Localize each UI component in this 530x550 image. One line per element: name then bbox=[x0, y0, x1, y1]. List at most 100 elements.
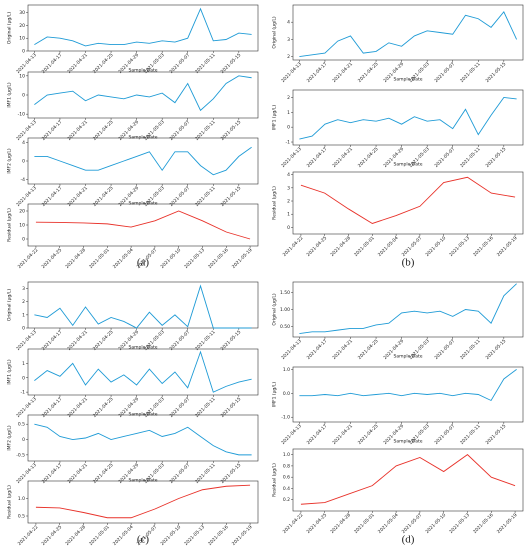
y-tick-label: -0.5 bbox=[16, 452, 25, 458]
x-tick-label: 2021-05-10 bbox=[159, 524, 182, 547]
x-tick-label: 2021-05-10 bbox=[424, 235, 447, 258]
x-tick-label: 2021-05-10 bbox=[159, 247, 182, 270]
plot-frame bbox=[27, 203, 259, 247]
y-tick-label: 10 bbox=[19, 223, 25, 229]
x-tick-label: 2021-04-17 bbox=[306, 146, 329, 169]
y-tick-label: 0 bbox=[287, 225, 290, 231]
x-tick-label: 2021-04-13 bbox=[15, 185, 38, 208]
y-tick-label: 2 bbox=[287, 199, 290, 205]
x-tick-label: 2021-04-21 bbox=[331, 338, 354, 361]
x-tick-label: 2021-05-11 bbox=[194, 462, 217, 485]
x-tick-label: 2021-04-25 bbox=[357, 338, 380, 361]
y-tick-label: 3 bbox=[287, 185, 290, 191]
plot-frame bbox=[292, 281, 524, 338]
x-tick-label: 2021-04-25 bbox=[92, 462, 115, 485]
x-tick-label: 2021-04-21 bbox=[66, 462, 89, 485]
data-line bbox=[34, 284, 252, 329]
plot-frame bbox=[27, 414, 259, 462]
y-axis-label: Original (µg/L) bbox=[272, 16, 278, 49]
x-tick-label: 2021-04-17 bbox=[306, 61, 329, 84]
plot-frame bbox=[27, 71, 259, 119]
x-tick-label: 2021-04-22 bbox=[282, 235, 305, 258]
x-tick-label: 2021-04-21 bbox=[331, 423, 354, 446]
x-tick-label: 2021-05-07 bbox=[433, 61, 456, 84]
y-tick-label: 0.8 bbox=[283, 463, 290, 469]
x-tick-label: 2021-04-28 bbox=[329, 512, 352, 535]
x-tick-label: 2021-04-21 bbox=[331, 146, 354, 169]
x-tick-label: 2021-05-07 bbox=[433, 423, 456, 446]
panel-label: (b) bbox=[402, 257, 415, 269]
y-axis-label: IMF1 (µg/L) bbox=[272, 105, 278, 131]
x-tick-label: 2021-04-17 bbox=[41, 185, 64, 208]
panel-label: (d) bbox=[402, 534, 415, 546]
y-tick-label: 0.5 bbox=[18, 422, 25, 428]
x-axis-label: Sample Date bbox=[128, 201, 157, 207]
x-tick-label: 2021-04-25 bbox=[357, 146, 380, 169]
x-tick-label: 2021-05-04 bbox=[377, 235, 400, 258]
x-tick-label: 2021-05-04 bbox=[112, 524, 135, 547]
y-tick-label: 1.0 bbox=[18, 496, 25, 502]
x-tick-label: 2021-05-11 bbox=[459, 338, 482, 361]
x-tick-label: 2021-04-25 bbox=[92, 329, 115, 352]
data-line bbox=[34, 75, 252, 112]
x-tick-label: 2021-05-07 bbox=[433, 146, 456, 169]
x-tick-label: 2021-05-16 bbox=[207, 524, 230, 547]
y-axis-label: IMF2 (µg/L) bbox=[7, 425, 13, 451]
x-tick-label: 2021-04-25 bbox=[40, 524, 63, 547]
panel-label: (a) bbox=[137, 257, 150, 269]
x-tick-label: 2021-04-17 bbox=[41, 329, 64, 352]
data-line bbox=[34, 423, 252, 456]
y-tick-label: 20 bbox=[19, 23, 25, 29]
x-tick-label: 2021-05-01 bbox=[88, 524, 111, 547]
x-tick-label: 2021-04-17 bbox=[306, 338, 329, 361]
data-line bbox=[299, 96, 517, 140]
y-tick-label: 1.00 bbox=[280, 307, 290, 313]
x-tick-label: 2021-05-15 bbox=[220, 329, 243, 352]
plot-frame bbox=[27, 137, 259, 185]
y-tick-label: -4 bbox=[21, 177, 26, 183]
x-tick-label: 2021-05-07 bbox=[168, 119, 191, 142]
x-tick-label: 2021-04-21 bbox=[331, 61, 354, 84]
x-tick-label: 2021-05-01 bbox=[353, 235, 376, 258]
data-line bbox=[299, 283, 517, 335]
y-tick-label: -1 bbox=[286, 140, 291, 146]
x-tick-label: 2021-05-01 bbox=[88, 247, 111, 270]
x-tick-label: 2021-05-04 bbox=[112, 247, 135, 270]
x-axis-label: Sample Date bbox=[393, 439, 422, 445]
data-line bbox=[35, 210, 251, 240]
x-tick-label: 2021-05-16 bbox=[472, 512, 495, 535]
x-tick-label: 2021-05-16 bbox=[472, 235, 495, 258]
data-line bbox=[35, 484, 251, 519]
y-tick-label: 1 bbox=[287, 212, 290, 218]
y-tick-label: 0.50 bbox=[280, 324, 290, 330]
x-axis-label: Sample Date bbox=[393, 162, 422, 168]
plot-frame bbox=[27, 348, 259, 396]
x-tick-label: 2021-05-11 bbox=[459, 61, 482, 84]
plot-frame bbox=[292, 4, 524, 61]
x-tick-label: 2021-04-13 bbox=[280, 423, 303, 446]
x-tick-label: 2021-05-11 bbox=[194, 52, 217, 75]
y-tick-label: -1 bbox=[21, 390, 26, 396]
y-tick-label: 0 bbox=[22, 326, 25, 332]
x-tick-label: 2021-05-11 bbox=[459, 146, 482, 169]
y-tick-label: -10 bbox=[18, 112, 25, 118]
x-tick-label: 2021-04-25 bbox=[357, 423, 380, 446]
y-tick-label: 0.6 bbox=[283, 475, 290, 481]
x-tick-label: 2021-04-25 bbox=[92, 52, 115, 75]
x-tick-label: 2021-05-15 bbox=[485, 338, 508, 361]
y-axis-label: Original (µg/L) bbox=[272, 293, 278, 326]
x-tick-label: 2021-05-07 bbox=[168, 52, 191, 75]
panel-label: (c) bbox=[137, 534, 150, 546]
y-tick-label: 30 bbox=[19, 10, 25, 16]
y-tick-label: 0 bbox=[22, 49, 25, 55]
x-tick-label: 2021-04-21 bbox=[66, 119, 89, 142]
x-tick-label: 2021-05-07 bbox=[168, 329, 191, 352]
x-tick-label: 2021-04-25 bbox=[357, 61, 380, 84]
y-tick-label: 0.4 bbox=[283, 486, 290, 492]
y-tick-label: 1.50 bbox=[280, 290, 290, 296]
x-tick-label: 2021-05-11 bbox=[194, 396, 217, 419]
x-tick-label: 2021-05-13 bbox=[448, 235, 471, 258]
y-tick-label: 10 bbox=[19, 36, 25, 42]
plot-frame bbox=[292, 448, 524, 512]
